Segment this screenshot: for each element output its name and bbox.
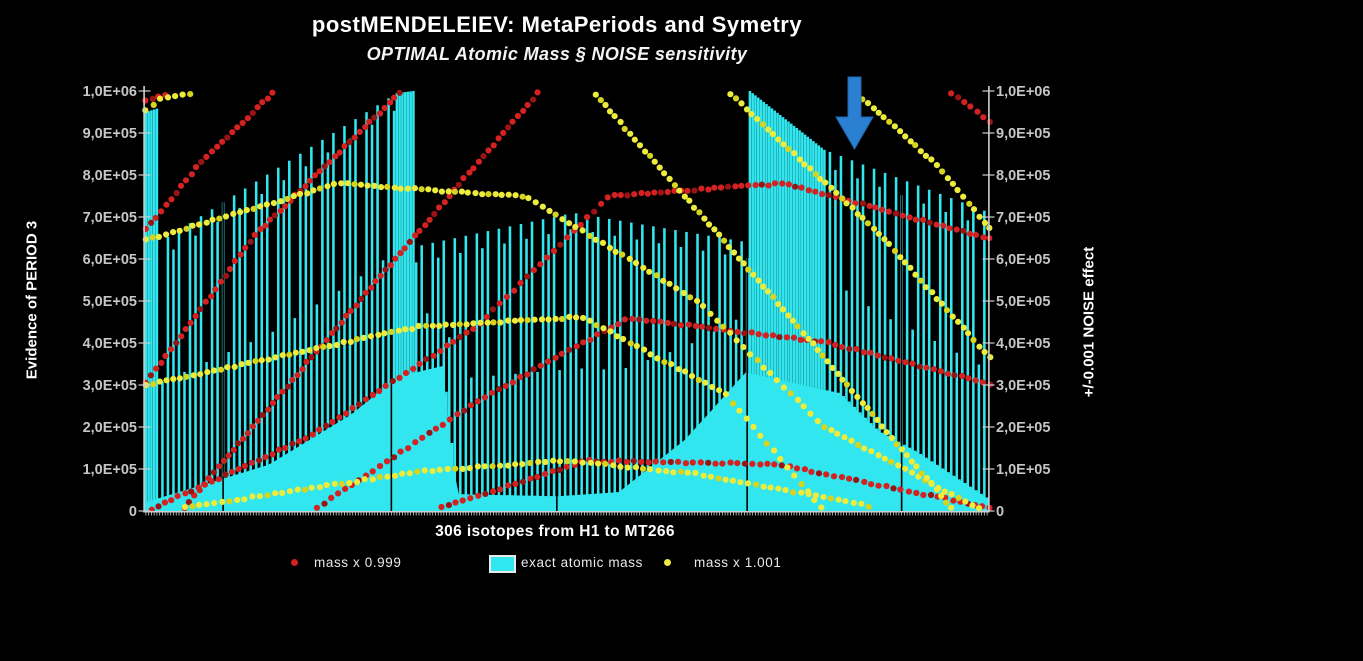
chart-title: postMENDELEIEV: MetaPeriods and Symetry [311,12,803,37]
ytick-left: 7,0E+05 [83,210,137,226]
ytick-left: 6,0E+05 [83,252,137,268]
yellow-dots-series [142,91,994,512]
ytick-left: 1,0E+05 [83,462,137,478]
down-arrow-annotation [835,76,874,150]
red-dots-series [142,89,994,513]
ytick-right: 1,0E+06 [996,84,1050,100]
ytick-left: 8,0E+05 [83,168,137,184]
ytick-right: 3,0E+05 [996,378,1050,394]
legend-marker-red-dot [291,559,298,566]
ytick-left: 5,0E+05 [83,294,137,310]
ytick-left: 3,0E+05 [83,378,137,394]
ytick-right: 5,0E+05 [996,294,1050,310]
ytick-right: 9,0E+05 [996,126,1050,142]
ytick-right: 1,0E+05 [996,462,1050,478]
ytick-left: 0 [129,504,137,520]
legend-marker-cyan-swatch [489,555,516,573]
chart-subtitle: OPTIMAL Atomic Mass § NOISE sensitivity [366,44,748,64]
right-axis-title: +/-0.001 NOISE effect [1080,246,1098,398]
legend-label-exact-mass: exact atomic mass [521,555,643,570]
ytick-left: 9,0E+05 [83,126,137,142]
ytick-left: 2,0E+05 [83,420,137,436]
ytick-right: 2,0E+05 [996,420,1050,436]
ytick-right: 7,0E+05 [996,210,1050,226]
left-axis-title: Evidence of PERIOD 3 [23,220,41,380]
legend-label-mass-0999: mass x 0.999 [314,555,402,570]
ytick-right: 0 [996,504,1004,520]
legend-marker-yellow-dot [664,559,671,566]
ytick-left: 4,0E+05 [83,336,137,352]
ytick-right: 4,0E+05 [996,336,1050,352]
ytick-left: 1,0E+06 [83,84,137,100]
legend-label-mass-1001: mass x 1.001 [694,555,782,570]
ytick-right: 6,0E+05 [996,252,1050,268]
ytick-right: 8,0E+05 [996,168,1050,184]
x-axis-title: 306 isotopes from H1 to MT266 [435,523,675,540]
